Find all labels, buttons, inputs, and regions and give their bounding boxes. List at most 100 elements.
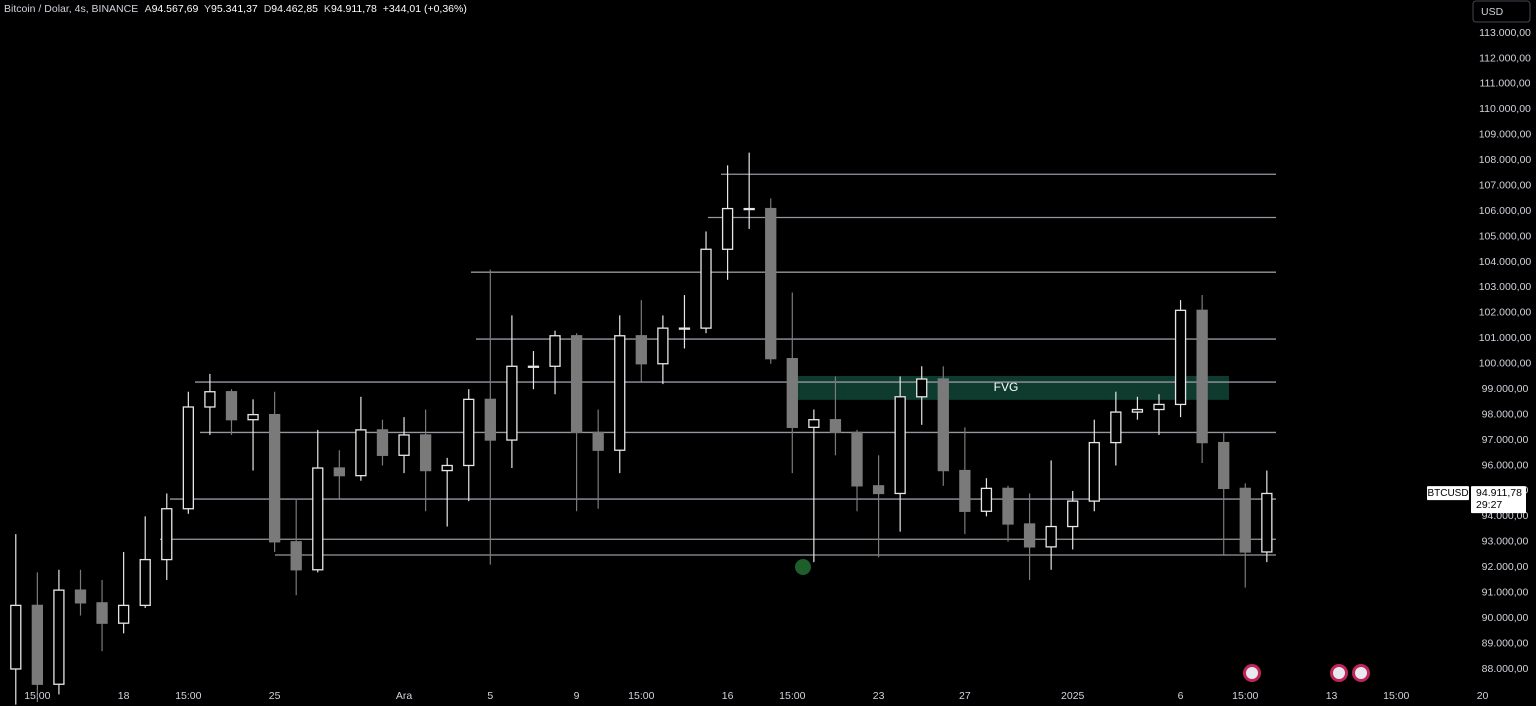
candle-body [441, 464, 453, 472]
candle-body [1196, 309, 1208, 444]
candle-body [657, 327, 669, 365]
candle-body [1023, 523, 1036, 548]
low-marker [795, 559, 811, 575]
candle-body [959, 469, 971, 512]
x-tick-label: 15:00 [1232, 690, 1258, 702]
x-tick-label: 23 [873, 690, 885, 702]
candle-body [10, 604, 22, 670]
high-label: Y [204, 3, 211, 15]
candle-body [1239, 487, 1251, 553]
x-tick-label: 5 [487, 690, 493, 702]
y-tick-label: 107.000,00 [1479, 179, 1532, 191]
x-tick-label: 2025 [1061, 690, 1085, 702]
x-tick-label: 15:00 [24, 690, 50, 702]
candle-body [635, 335, 647, 365]
candle-body [916, 378, 928, 398]
candle-body [527, 365, 540, 368]
x-tick-label: 16 [722, 690, 734, 702]
candle-body [937, 378, 949, 472]
candle-body [74, 589, 87, 604]
y-tick-label: 104.000,00 [1479, 256, 1532, 268]
candle-body [570, 335, 583, 434]
y-tick-label: 106.000,00 [1479, 205, 1532, 217]
open-label: A [145, 3, 152, 15]
candle-body [614, 335, 626, 451]
last-price-text: 94.911,78 [1476, 487, 1522, 499]
x-tick-label: 15:00 [779, 690, 805, 702]
candle-body [980, 487, 993, 512]
close-value: 94.911,78 [331, 3, 377, 15]
candle-body [851, 431, 863, 487]
x-tick-label: 20 [1477, 690, 1489, 702]
candle-body [721, 207, 734, 250]
y-tick-label: 93.000,00 [1482, 536, 1529, 548]
candle-body [31, 604, 44, 685]
candle-body [53, 589, 65, 685]
x-tick-label: 15:00 [1383, 690, 1409, 702]
y-tick-label: 99.000,00 [1482, 383, 1529, 395]
candle-body [333, 467, 345, 477]
x-tick-label: 15:00 [175, 690, 201, 702]
countdown-text: 29:27 [1476, 499, 1502, 511]
candle-body [1218, 441, 1230, 490]
currency-button[interactable] [1472, 0, 1531, 23]
event-icon-inner [1246, 667, 1258, 679]
candle-body [355, 429, 367, 477]
symbol-tag [1427, 486, 1469, 501]
candle-body [117, 604, 130, 624]
currency-label[interactable]: USD [1481, 6, 1504, 18]
candle-body [808, 419, 820, 428]
candle-body [765, 207, 777, 360]
candle-body [1067, 500, 1079, 528]
y-tick-label: 98.000,00 [1482, 408, 1529, 420]
candle-body [549, 335, 561, 367]
low-value: 94.462,85 [271, 3, 318, 15]
candle-body [829, 419, 842, 434]
x-tick-label: 13 [1326, 690, 1338, 702]
y-tick-label: 101.000,00 [1479, 332, 1532, 344]
candle-body [1174, 309, 1187, 406]
y-tick-label: 103.000,00 [1479, 281, 1532, 293]
event-icon-inner [1355, 667, 1367, 679]
candle-body [161, 508, 173, 561]
candle-body [419, 434, 432, 472]
y-tick-label: 102.000,00 [1479, 307, 1532, 319]
y-tick-label: 89.000,00 [1482, 637, 1529, 649]
candle-body [894, 396, 906, 495]
y-tick-label: 90.000,00 [1482, 612, 1529, 624]
candle-body [743, 207, 755, 211]
candle-body [678, 327, 691, 330]
x-tick-label: 9 [574, 690, 580, 702]
event-icon-inner [1333, 667, 1345, 679]
y-tick-label: 96.000,00 [1482, 459, 1529, 471]
change-value: +344,01 (+0,36%) [383, 3, 467, 15]
symbol-tag-text: BTCUSD [1427, 488, 1468, 499]
candle-body [96, 602, 108, 624]
candle-body [700, 248, 712, 329]
plot: FVG 15:00 18 15:00 25 Ara 5 9 15:00 16 15:00 23 27 20… [10, 27, 1532, 705]
candle-body [506, 365, 518, 441]
candle-body [484, 398, 496, 441]
candle-body [786, 358, 798, 428]
header: Bitcoin / Dolar, 4s, BINANCE A94.567,69 … [4, 3, 467, 15]
x-tick-label: Ara [396, 690, 413, 702]
y-tick-label: 105.000,00 [1479, 230, 1532, 242]
last-price-box [1471, 486, 1526, 514]
candle-body [1045, 525, 1057, 548]
y-tick-label: 97.000,00 [1482, 434, 1529, 446]
y-tick-label: 110.000,00 [1479, 103, 1531, 115]
y-tick-label: 108.000,00 [1479, 154, 1532, 166]
candle-body [1153, 403, 1165, 411]
candle-body [398, 434, 410, 456]
y-tick-label: 92.000,00 [1482, 561, 1529, 573]
candle-body [376, 429, 389, 456]
y-tick-label: 113.000,00 [1479, 27, 1531, 39]
candle-body [268, 413, 281, 543]
event-icons [1243, 664, 1370, 682]
x-tick-label: 6 [1178, 690, 1184, 702]
candle-body [1110, 411, 1122, 444]
candle-body [1002, 487, 1014, 525]
x-tick-label: 15:00 [628, 690, 654, 702]
y-tick-label: 109.000,00 [1479, 129, 1532, 141]
